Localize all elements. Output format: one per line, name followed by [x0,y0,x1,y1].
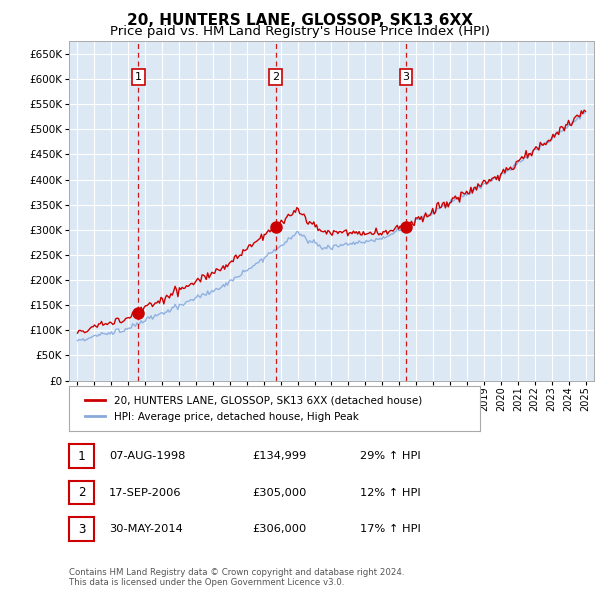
Text: 1: 1 [135,72,142,82]
Text: 17-SEP-2006: 17-SEP-2006 [109,488,182,497]
Text: 07-AUG-1998: 07-AUG-1998 [109,451,185,461]
Text: Contains HM Land Registry data © Crown copyright and database right 2024.
This d: Contains HM Land Registry data © Crown c… [69,568,404,587]
Text: 2: 2 [272,72,280,82]
Text: 30-MAY-2014: 30-MAY-2014 [109,525,183,534]
Text: Price paid vs. HM Land Registry's House Price Index (HPI): Price paid vs. HM Land Registry's House … [110,25,490,38]
Legend: 20, HUNTERS LANE, GLOSSOP, SK13 6XX (detached house), HPI: Average price, detach: 20, HUNTERS LANE, GLOSSOP, SK13 6XX (det… [80,391,426,426]
Text: 20, HUNTERS LANE, GLOSSOP, SK13 6XX: 20, HUNTERS LANE, GLOSSOP, SK13 6XX [127,13,473,28]
Text: 12% ↑ HPI: 12% ↑ HPI [360,488,421,497]
Text: 3: 3 [403,72,410,82]
Text: 2: 2 [78,486,85,499]
Text: £134,999: £134,999 [252,451,306,461]
Text: 29% ↑ HPI: 29% ↑ HPI [360,451,421,461]
Text: 17% ↑ HPI: 17% ↑ HPI [360,525,421,534]
Text: £305,000: £305,000 [252,488,307,497]
Text: 1: 1 [78,450,85,463]
Text: 3: 3 [78,523,85,536]
Text: £306,000: £306,000 [252,525,306,534]
